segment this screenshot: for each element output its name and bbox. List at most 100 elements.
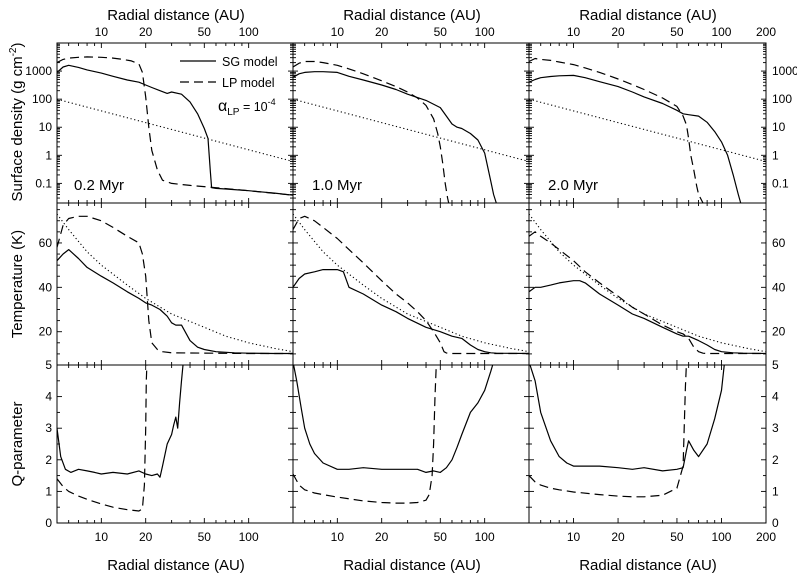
series-dashed-r3-c2	[293, 365, 437, 504]
series-dotted-r2-c3	[529, 213, 766, 353]
x-tick-label-top: 20	[139, 25, 153, 39]
x-tick-label-bottom: 50	[198, 530, 212, 544]
legend-alpha-symbol: α	[218, 98, 227, 115]
panels-group	[56, 42, 767, 524]
legend-label-lp: LP model	[222, 76, 275, 90]
x-tick-label-top: 10	[331, 25, 345, 39]
x-tick-label-bottom: 50	[670, 530, 684, 544]
ylabel-surface-density-sup: -2	[8, 47, 19, 56]
x-tick-label-top: 20	[375, 25, 389, 39]
series-dashed-r3-c1	[57, 365, 148, 512]
series-dashed-r2-c2	[293, 215, 529, 355]
y-tick-label-left: 5	[45, 358, 52, 372]
panel-frame-r2-c3	[528, 202, 767, 366]
ylabel-surface-density-main: Surface density (g cm	[9, 56, 26, 201]
x-tick-label-top: 50	[198, 25, 212, 39]
series-solid-r1-c2	[293, 71, 497, 203]
series-solid-r3-c2	[293, 365, 494, 473]
series-solid-r2-c3	[529, 280, 766, 355]
x-tick-label-top: 100	[239, 25, 259, 39]
series-dashed-r3-c3	[529, 365, 687, 498]
time-label-col-1: 0.2 Myr	[74, 177, 124, 194]
legend: SG model LP model αLP = 10-4	[180, 55, 278, 118]
series-dashed-r2-c3	[529, 231, 766, 355]
ticks-group	[56, 42, 767, 524]
x-tick-label-bottom: 10	[567, 530, 581, 544]
series-dashed-r1-c1	[57, 56, 293, 196]
y-tick-label-left: 0.1	[35, 176, 52, 190]
panel-frame-r2-c2	[292, 202, 530, 366]
x-tick-label-top: 50	[670, 25, 684, 39]
x-tick-label-bottom: 20	[375, 530, 389, 544]
y-tick-label-left: 10	[39, 120, 53, 134]
panel-frame-r3-c3	[528, 364, 767, 524]
y-tick-label-right: 20	[772, 325, 786, 339]
series-solid-r3-c1	[57, 365, 184, 478]
ylabel-surface-density-tail: )	[9, 43, 26, 48]
panel-frame-r2-c1	[56, 202, 294, 366]
series-solid-r1-c3	[529, 74, 742, 203]
y-tick-label-left: 60	[39, 236, 53, 250]
legend-alpha-sup: -4	[268, 97, 276, 107]
x-tick-label-bottom: 100	[475, 530, 495, 544]
series-dotted-r1-c3	[529, 98, 766, 163]
x-tick-label-bottom: 10	[331, 530, 345, 544]
series-dashed-r1-c2	[293, 60, 450, 203]
series-dotted-r1-c2	[293, 98, 529, 163]
legend-label-sg: SG model	[222, 55, 278, 69]
y-tick-label-right: 40	[772, 280, 786, 294]
legend-alpha-eq: = 10	[239, 100, 267, 114]
y-tick-label-right: 4	[772, 390, 779, 404]
y-tick-label-left: 100	[32, 92, 52, 106]
ylabel-q-parameter: Q-parameter	[9, 401, 26, 486]
series-dotted-r1-c1	[57, 98, 293, 163]
x-tick-label-top: 20	[611, 25, 625, 39]
y-tick-label-left: 3	[45, 421, 52, 435]
x-tick-label-bottom: 100	[711, 530, 731, 544]
labels-group: 1010202050501001001010202050501001001010…	[25, 25, 797, 544]
legend-alpha: αLP = 10-4	[218, 97, 276, 118]
ylabel-temperature: Temperature (K)	[9, 230, 26, 338]
x-tick-label-top: 50	[434, 25, 448, 39]
x-tick-label-bottom: 50	[434, 530, 448, 544]
y-tick-label-left: 1	[45, 484, 52, 498]
x-tick-label-top: 10	[567, 25, 581, 39]
y-tick-label-left: 0	[45, 516, 52, 530]
series-dotted-r2-c2	[293, 213, 529, 353]
legend-alpha-sub: LP	[227, 107, 240, 118]
x-tick-label-bottom: 10	[95, 530, 109, 544]
y-tick-label-right: 100	[772, 92, 792, 106]
y-tick-label-right: 5	[772, 358, 779, 372]
y-tick-label-left: 1000	[25, 64, 52, 78]
y-tick-label-right: 3	[772, 421, 779, 435]
y-tick-label-left: 2	[45, 453, 52, 467]
bottom-axis-title-col-2: Radial distance (AU)	[343, 557, 481, 574]
y-tick-label-left: 4	[45, 390, 52, 404]
y-tick-label-left: 40	[39, 280, 53, 294]
time-label-col-3: 2.0 Myr	[548, 177, 598, 194]
time-label-col-2: 1.0 Myr	[312, 177, 362, 194]
series-dotted-r2-c1	[57, 213, 293, 353]
y-tick-label-right: 1	[772, 484, 779, 498]
y-tick-label-right: 2	[772, 453, 779, 467]
y-tick-label-right: 10	[772, 120, 786, 134]
x-tick-label-top: 10	[95, 25, 109, 39]
y-tick-label-right: 0.1	[772, 176, 789, 190]
bottom-axis-title-col-3: Radial distance (AU)	[579, 557, 717, 574]
y-tick-label-left: 1	[45, 148, 52, 162]
x-tick-label-top: 100	[475, 25, 495, 39]
ylabel-surface-density: Surface density (g cm-2)	[8, 43, 26, 202]
x-tick-label-top: 100	[711, 25, 731, 39]
top-axis-title-col-3: Radial distance (AU)	[579, 7, 717, 24]
y-tick-label-right: 60	[772, 236, 786, 250]
y-tick-label-right: 1000	[772, 64, 797, 78]
series-dashed-r1-c3	[529, 57, 704, 203]
series-solid-r2-c1	[57, 249, 293, 355]
y-tick-label-right: 1	[772, 148, 779, 162]
panel-frame-r3-c1	[56, 364, 294, 524]
x-tick-label-top: 200	[756, 25, 776, 39]
series-dashed-r2-c1	[57, 215, 293, 355]
series-solid-r2-c2	[293, 269, 529, 355]
y-tick-label-left: 20	[39, 325, 53, 339]
